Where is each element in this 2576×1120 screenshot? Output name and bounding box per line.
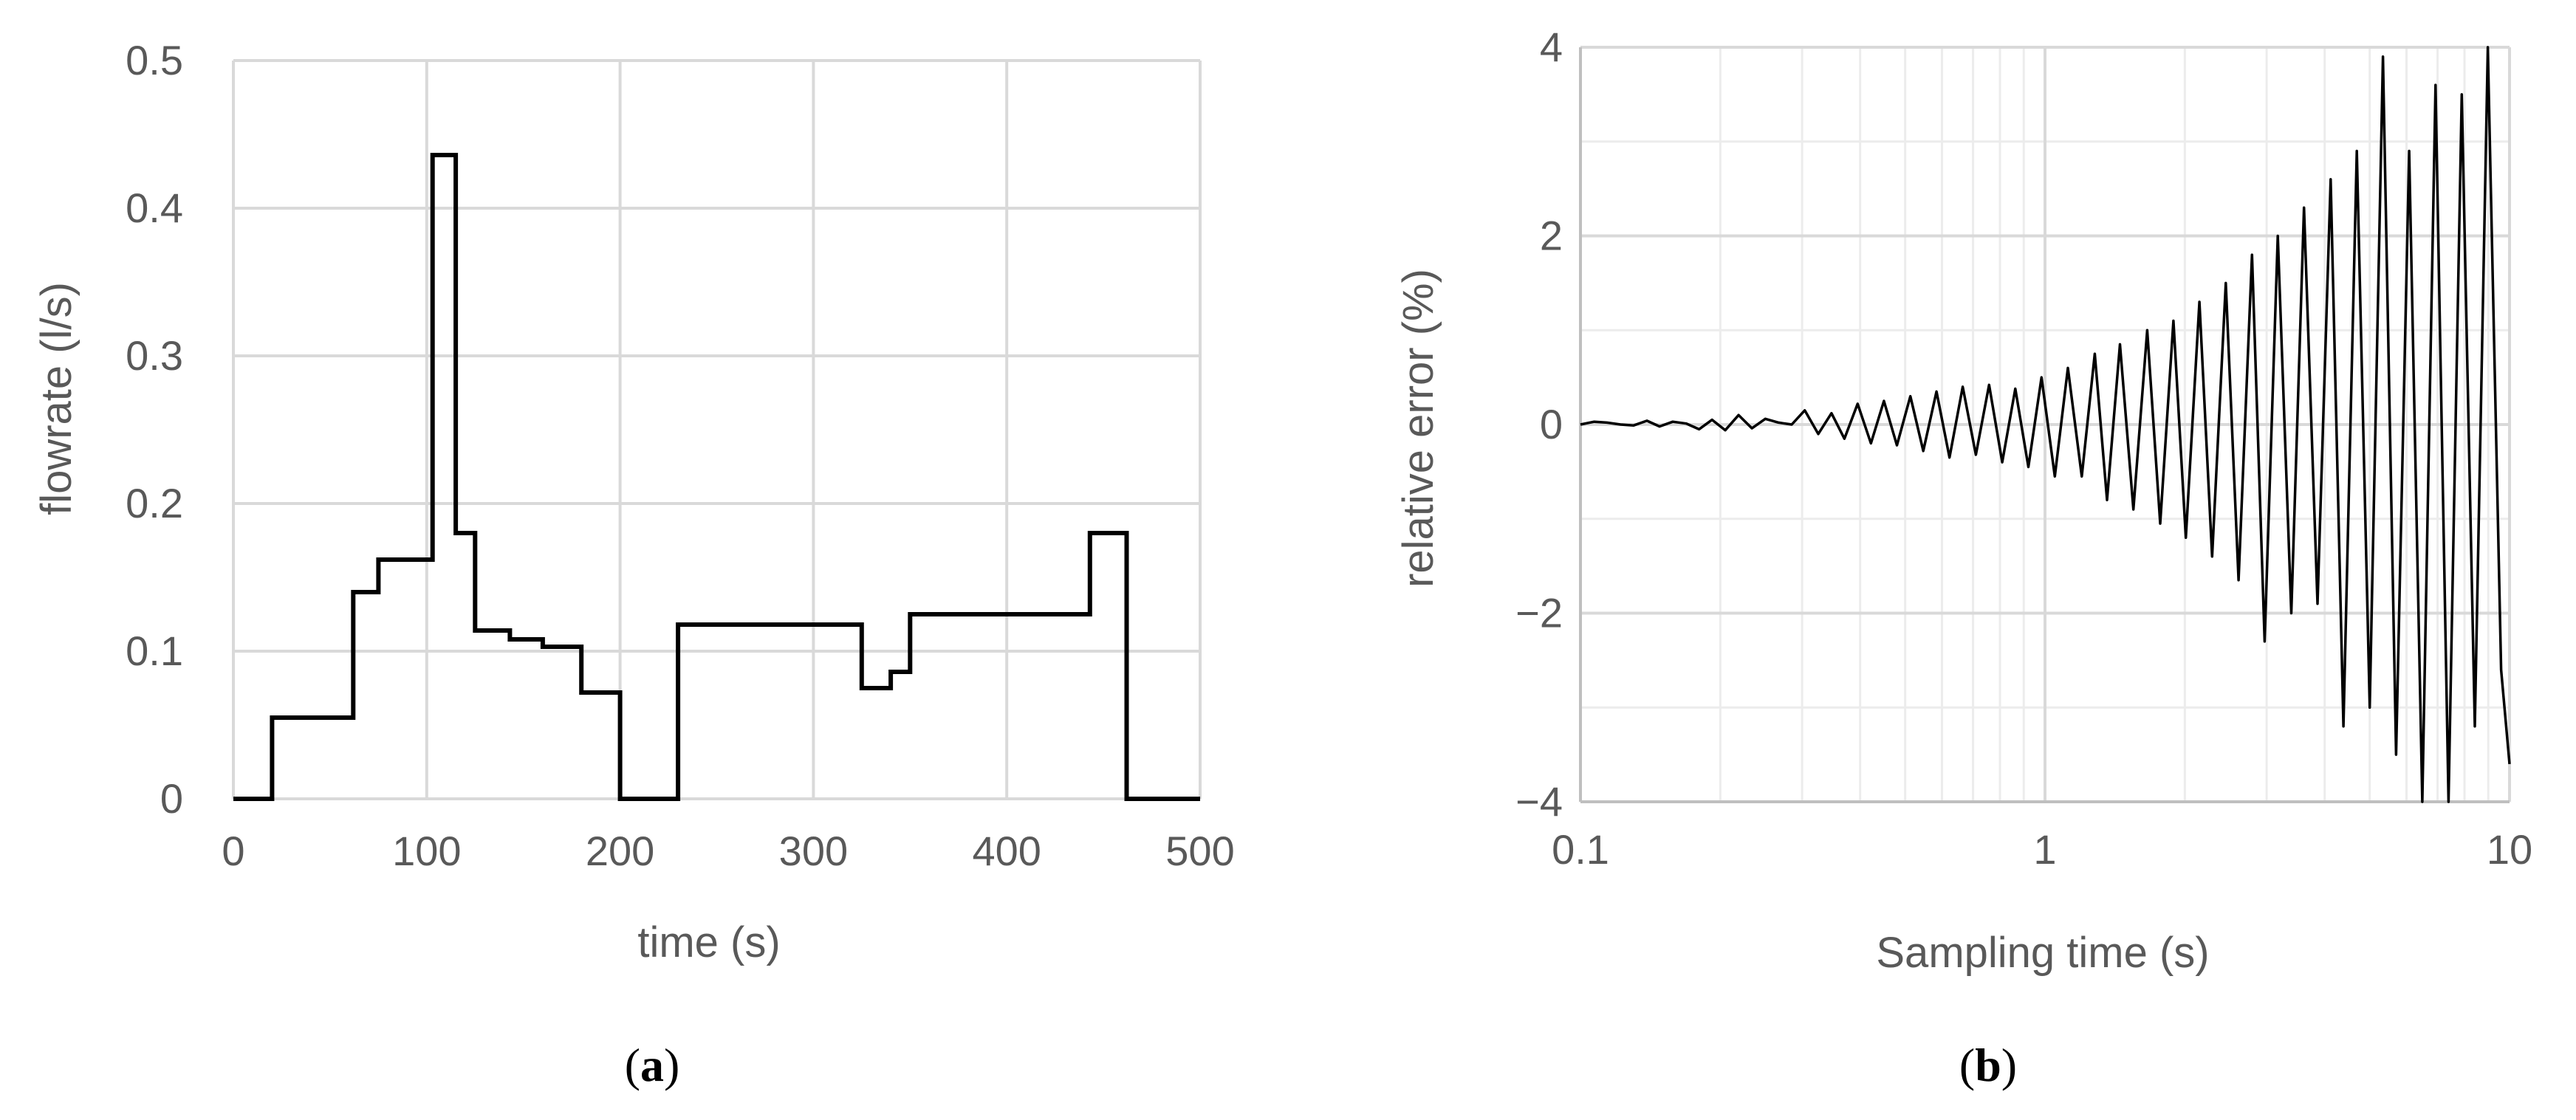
chart-a: 0 0.1 0.2 0.3 0.4 0.5 0 100 200 300 400 500 time (…	[32, 37, 1235, 1091]
chart-a-y-axis-label: flowrate (l/s)	[32, 282, 80, 515]
chart-a-x-tick: 100	[392, 828, 461, 874]
chart-b-x-tick: 0.1	[1552, 826, 1609, 873]
chart-b-y-tick: −4	[1515, 778, 1563, 825]
chart-b-y-tick-labels: 4 2 0 −2 −4	[1515, 24, 1563, 825]
chart-a-x-axis-label: time (s)	[637, 918, 780, 966]
chart-a-y-tick: 0.5	[126, 37, 183, 83]
chart-a-y-tick: 0.2	[126, 480, 183, 526]
chart-a-panel-label: (a)	[625, 1039, 680, 1091]
chart-b-x-axis-label: Sampling time (s)	[1876, 929, 2209, 977]
chart-b-panel-label: (b)	[1959, 1039, 2017, 1091]
chart-a-x-tick-labels: 0 100 200 300 400 500	[222, 828, 1234, 874]
chart-b-y-tick: −2	[1515, 590, 1563, 636]
chart-a-x-tick: 200	[586, 828, 654, 874]
chart-a-y-tick: 0	[160, 775, 183, 822]
chart-a-x-tick: 300	[779, 828, 848, 874]
chart-b-y-tick: 2	[1540, 213, 1563, 259]
chart-b-series-line	[1580, 46, 2511, 803]
chart-b-gridlines	[1579, 46, 2511, 803]
chart-b-x-tick-labels: 0.1 1 10	[1552, 826, 2532, 873]
chart-a-series-line	[233, 153, 1200, 801]
chart-a-y-tick: 0.3	[126, 332, 183, 379]
chart-a-gridlines	[232, 59, 1202, 800]
chart-a-x-tick: 400	[972, 828, 1041, 874]
chart-b-x-tick: 10	[2487, 826, 2532, 873]
chart-b-y-tick: 4	[1540, 24, 1563, 70]
chart-b-y-axis-label: relative error (%)	[1394, 269, 1442, 588]
chart-a-y-tick: 0.1	[126, 628, 183, 674]
chart-a-x-tick: 0	[222, 828, 244, 874]
chart-a-y-tick: 0.4	[126, 185, 183, 231]
chart-a-y-tick-labels: 0 0.1 0.2 0.3 0.4 0.5	[126, 37, 183, 822]
chart-b-y-tick: 0	[1540, 401, 1563, 447]
chart-b-x-tick: 1	[2033, 826, 2056, 873]
chart-a-x-tick: 500	[1165, 828, 1234, 874]
chart-b: 4 2 0 −2 −4 0.1 1 10 Sampling time (s) relativ…	[1394, 24, 2532, 1091]
